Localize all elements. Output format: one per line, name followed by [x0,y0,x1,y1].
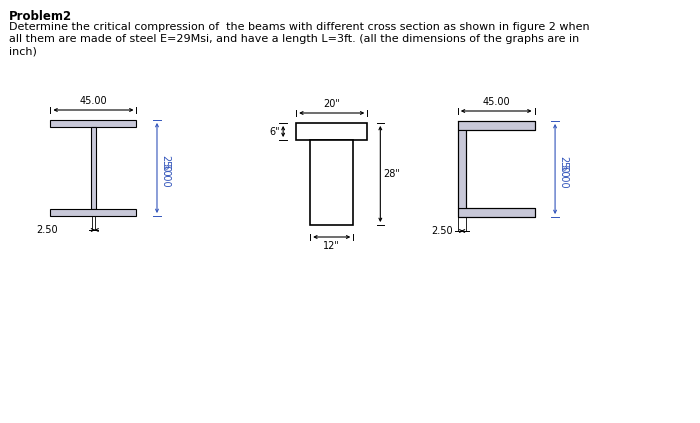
Text: 6": 6" [270,126,280,137]
Text: 28": 28" [383,169,400,179]
Text: 50.00: 50.00 [558,161,568,189]
Text: 45.00: 45.00 [80,96,107,106]
Bar [458,130,466,208]
Bar [50,209,136,216]
Text: 2.50: 2.50 [432,226,453,236]
Text: all them are made of steel E=29Msi, and have a length L=3ft. (all the dimensions: all them are made of steel E=29Msi, and … [9,34,580,44]
Bar [458,121,535,130]
Text: 2.50: 2.50 [36,225,58,235]
Text: 2.50: 2.50 [160,155,170,177]
Text: Determine the critical compression of  the beams with different cross section as: Determine the critical compression of th… [9,22,590,32]
Bar [296,123,368,140]
Text: Problem2: Problem2 [9,10,73,23]
Bar [50,120,136,127]
Text: 12": 12" [323,241,340,251]
Text: 2.50: 2.50 [558,156,568,178]
Text: 50.00: 50.00 [160,160,170,188]
Text: 45.00: 45.00 [482,97,510,107]
Bar [90,127,96,209]
Text: inch): inch) [9,46,37,56]
Bar [310,140,354,225]
Bar [458,208,535,217]
Text: 20": 20" [323,99,340,109]
